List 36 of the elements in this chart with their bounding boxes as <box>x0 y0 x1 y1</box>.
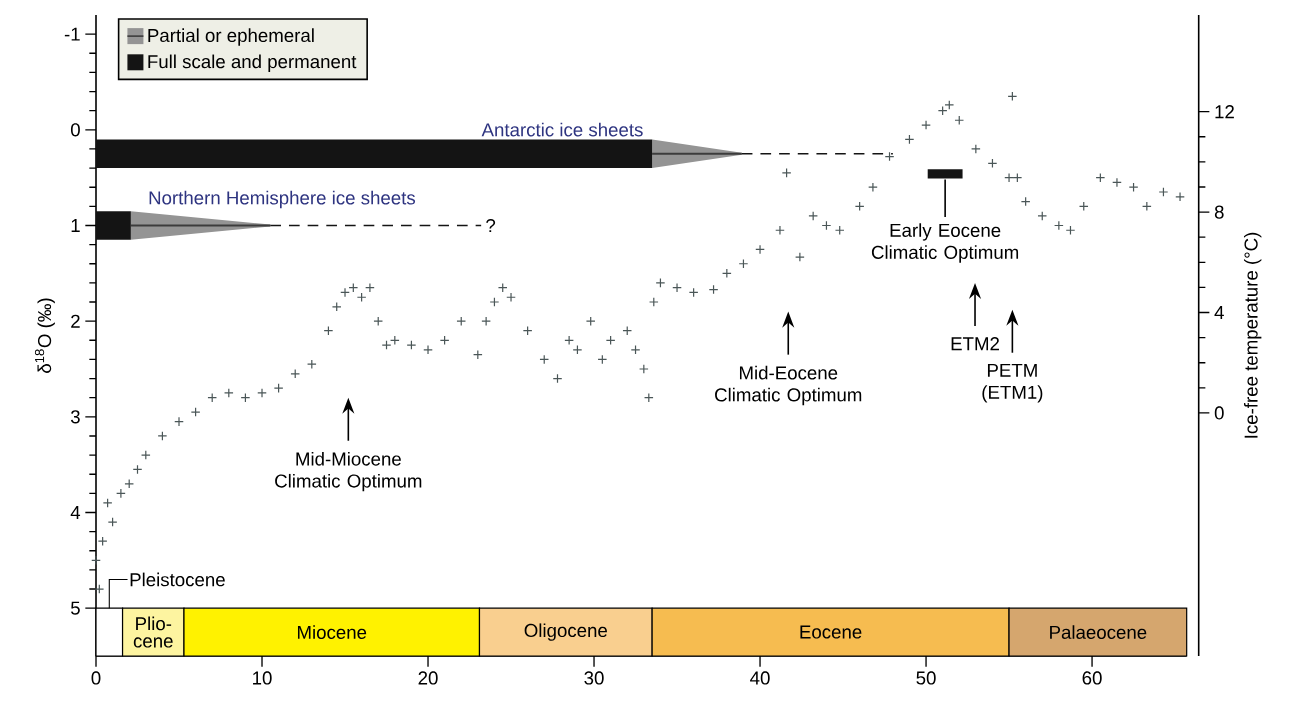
y2-tick-label: 12 <box>1215 105 1234 119</box>
x-tick-label: 50 <box>916 671 936 685</box>
band-label: Oligocene <box>524 623 607 641</box>
legend-label: Full scale and permanent <box>148 54 357 72</box>
x-tick-label: 10 <box>253 671 272 685</box>
annotation: Northern Hemisphere ice sheets <box>149 190 416 209</box>
y2-axis-title: Ice-free temperature (°C) <box>1243 232 1262 438</box>
annotation: Mid-Eocene Climatic Optimum <box>715 365 862 406</box>
annotation: ETM2 <box>951 337 999 351</box>
y-tick-label: 4 <box>70 506 81 519</box>
y2-tick-label: 8 <box>1214 205 1224 219</box>
band-label: Eocene <box>800 625 862 639</box>
x-tick-label: 40 <box>750 671 770 685</box>
annotation: Mid-Miocene Climatic Optimum <box>275 451 422 492</box>
y-axis-title: δ$^{18}$O (‰) <box>34 298 55 373</box>
annotation: PETM (ETM1) <box>982 363 1043 403</box>
legend-label: Partial or ephemeral <box>148 28 314 46</box>
annotation: Early Eocene Climatic Optimum <box>871 223 1019 263</box>
x-tick-label: 0 <box>91 671 101 685</box>
band-label: Palaeocene <box>1050 625 1147 639</box>
y-tick-label: 5 <box>70 601 80 615</box>
y2-tick-label: 4 <box>1214 306 1224 319</box>
x-tick-label: 60 <box>1082 671 1102 685</box>
band-label: Pleistocene <box>130 572 225 587</box>
y-tick-label: -1 <box>64 27 80 41</box>
annotation: ? <box>486 218 496 232</box>
y-tick-label: 2 <box>71 314 80 328</box>
band-label: Miocene <box>297 625 367 639</box>
y-tick-label: 0 <box>70 123 80 137</box>
annotation: Antarctic ice sheets <box>481 122 643 137</box>
y-tick-label: 3 <box>70 410 80 424</box>
y2-tick-label: 0 <box>1214 406 1224 420</box>
y-tick-label: 1 <box>71 219 80 232</box>
x-tick-label: 20 <box>418 671 438 685</box>
band-label: Plio-cene <box>133 616 173 648</box>
x-tick-label: 30 <box>584 671 604 685</box>
